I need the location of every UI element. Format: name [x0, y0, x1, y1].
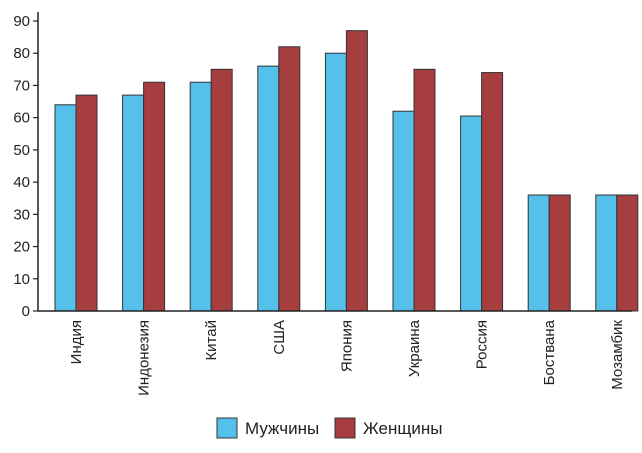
bar-female — [75, 94, 98, 312]
y-tick-label: 20 — [13, 239, 30, 256]
bar-male — [324, 52, 347, 312]
y-tick-label: 40 — [13, 174, 30, 191]
legend: Мужчины Женщины — [216, 417, 442, 439]
bar-male — [460, 115, 483, 312]
bar-female — [345, 30, 368, 312]
category-label: Индия — [68, 320, 85, 364]
bar-male — [392, 110, 415, 312]
y-tick-label: 10 — [13, 271, 30, 288]
category-label: Украина — [406, 319, 423, 377]
legend-label: Мужчины — [245, 419, 319, 438]
legend-swatch — [334, 417, 356, 439]
legend-label: Женщины — [363, 419, 442, 438]
y-tick-label: 50 — [13, 142, 30, 159]
y-tick-label: 80 — [13, 45, 30, 62]
x-axis: Индия Индонезия Китай США Япония Украина Росси… — [38, 310, 632, 396]
y-axis: 0 10 20 30 40 50 60 70 80 90 — [13, 12, 39, 320]
category-label: Китай — [203, 320, 220, 361]
bar-female — [210, 68, 233, 312]
category-label: Боствана — [541, 319, 558, 385]
bar-male — [595, 194, 618, 312]
category-label: Россия — [474, 320, 491, 369]
bar-male — [527, 194, 550, 312]
y-tick-label: 60 — [13, 110, 30, 127]
category-label: Мозамбик — [609, 320, 626, 390]
category-label: США — [271, 320, 288, 355]
y-tick-label: 90 — [13, 13, 30, 30]
y-tick-label: 0 — [22, 303, 30, 320]
bar-female — [548, 194, 571, 312]
bar-female — [413, 68, 436, 312]
legend-swatch — [216, 417, 238, 439]
bar-female — [616, 194, 639, 312]
category-label: Япония — [338, 320, 355, 372]
y-tick-label: 30 — [13, 206, 30, 223]
bar-male — [257, 65, 280, 312]
y-tick-label: 70 — [13, 77, 30, 94]
bar-male — [122, 94, 145, 312]
bar-male — [189, 81, 212, 312]
bar-female — [143, 81, 166, 312]
bar-male — [54, 104, 77, 312]
bars — [54, 30, 639, 312]
category-label: Индонезия — [136, 320, 153, 396]
bar-female — [278, 46, 301, 312]
bar-female — [481, 72, 504, 312]
